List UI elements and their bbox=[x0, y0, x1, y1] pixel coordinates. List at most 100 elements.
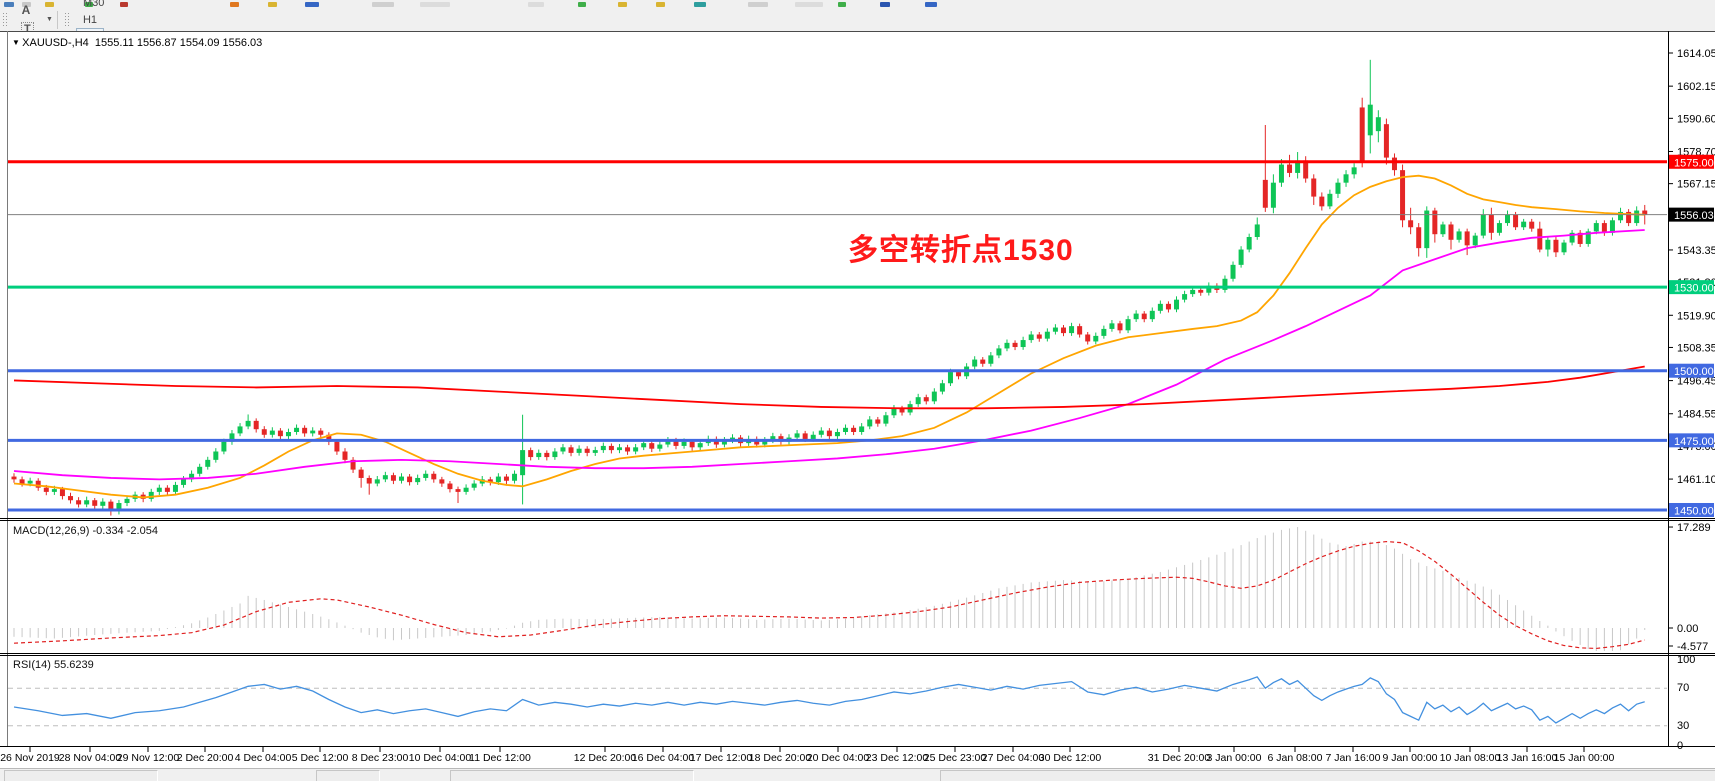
candle bbox=[1480, 209, 1486, 239]
collapse-triangle-icon[interactable]: ▼ bbox=[12, 38, 23, 47]
candle bbox=[915, 393, 921, 407]
candle bbox=[875, 416, 881, 427]
candle bbox=[253, 418, 259, 433]
candle bbox=[843, 424, 849, 435]
candle bbox=[229, 430, 235, 445]
candle bbox=[576, 445, 582, 456]
fibonacci-tool-button[interactable]: F bbox=[14, 0, 43, 1]
candle bbox=[859, 423, 865, 435]
candle bbox=[1383, 118, 1389, 165]
candle bbox=[1375, 110, 1381, 143]
toolbar-icon-fragment bbox=[45, 2, 54, 7]
candle bbox=[568, 444, 574, 457]
time-tick-label: 23 Dec 12:00 bbox=[866, 752, 929, 764]
candle bbox=[342, 448, 348, 464]
main-chart-pane[interactable] bbox=[8, 31, 1667, 517]
candle bbox=[156, 484, 162, 495]
label-tool-button[interactable]: A bbox=[14, 1, 38, 20]
candle bbox=[310, 427, 316, 437]
candle bbox=[350, 457, 356, 473]
toolbar: FAT⇘ ▼ M1M5M15M30H1H4D1W1MN bbox=[0, 0, 1715, 94]
candle bbox=[76, 497, 82, 508]
candle bbox=[1044, 328, 1050, 342]
candle bbox=[1391, 153, 1397, 176]
candle bbox=[544, 450, 550, 461]
toolbar-icon-fragment bbox=[925, 2, 937, 7]
candle bbox=[512, 470, 518, 484]
candle bbox=[851, 425, 857, 436]
candle bbox=[399, 473, 405, 484]
time-tick-label: 16 Dec 04:00 bbox=[632, 752, 695, 764]
chart-canvas[interactable]: 1614.051602.151590.601578.701567.151543.… bbox=[0, 31, 1715, 768]
candle bbox=[1464, 228, 1470, 256]
timeframe-button-M30[interactable]: M30 bbox=[76, 0, 111, 11]
candle bbox=[213, 448, 219, 463]
candle bbox=[471, 480, 477, 491]
candle bbox=[1020, 336, 1026, 350]
candle bbox=[1182, 290, 1188, 303]
timeframe-button-H1[interactable]: H1 bbox=[76, 11, 104, 28]
price-tick-label: 1508.35 bbox=[1677, 342, 1715, 354]
candle bbox=[1569, 230, 1575, 246]
candle bbox=[1109, 320, 1115, 332]
macd-pane[interactable] bbox=[8, 523, 1667, 652]
candle bbox=[867, 416, 873, 430]
macd-tick-label: -4.577 bbox=[1677, 641, 1708, 653]
candle bbox=[366, 475, 372, 495]
candle bbox=[1351, 163, 1357, 179]
candle bbox=[1359, 97, 1365, 168]
time-tick-label: 4 Dec 04:00 bbox=[235, 752, 292, 764]
candle bbox=[1432, 207, 1438, 243]
candle bbox=[1634, 206, 1640, 226]
time-tick-label: 10 Dec 04:00 bbox=[409, 752, 472, 764]
candle bbox=[996, 345, 1002, 359]
chart-annotation-text[interactable]: 多空转折点1530 bbox=[848, 234, 1074, 267]
svg-text:1450.00: 1450.00 bbox=[1674, 505, 1714, 517]
candle bbox=[834, 428, 840, 439]
price-tick-label: 1496.45 bbox=[1677, 376, 1715, 388]
price-tick-label: 1461.10 bbox=[1677, 474, 1715, 486]
candle bbox=[35, 478, 41, 491]
toolbar-grip[interactable] bbox=[2, 11, 9, 28]
candle bbox=[269, 427, 275, 438]
candle bbox=[1319, 192, 1325, 211]
candle bbox=[1165, 301, 1171, 313]
candle bbox=[1125, 315, 1131, 334]
candle bbox=[261, 426, 267, 438]
price-axis[interactable]: 1614.051602.151590.601578.701567.151543.… bbox=[1668, 48, 1715, 752]
candle bbox=[1521, 218, 1527, 231]
rsi-pane[interactable] bbox=[8, 657, 1667, 747]
candle bbox=[100, 498, 106, 509]
price-tick-label: 1484.55 bbox=[1677, 409, 1715, 421]
candle bbox=[883, 411, 889, 427]
candle bbox=[721, 437, 727, 448]
candle bbox=[1222, 275, 1228, 293]
candle bbox=[1367, 59, 1373, 154]
candle bbox=[1601, 220, 1607, 236]
candle bbox=[84, 496, 90, 508]
status-bar bbox=[0, 768, 1715, 781]
candle bbox=[633, 443, 639, 455]
candle bbox=[92, 498, 98, 510]
candle bbox=[1254, 217, 1260, 240]
ma-fast-line[interactable] bbox=[13, 174, 1645, 499]
candle bbox=[439, 476, 445, 487]
candle bbox=[1456, 228, 1462, 243]
time-tick-label: 7 Jan 16:00 bbox=[1326, 752, 1381, 764]
ma-mid-line[interactable] bbox=[13, 229, 1645, 481]
candle bbox=[608, 443, 614, 454]
candle bbox=[285, 428, 291, 439]
rsi-tick-label: 30 bbox=[1677, 720, 1689, 732]
candle bbox=[1327, 189, 1333, 210]
candle bbox=[302, 425, 308, 437]
candle bbox=[358, 467, 364, 488]
ma-slow-line[interactable] bbox=[13, 365, 1645, 410]
candle bbox=[1060, 325, 1066, 337]
toolbar-grip[interactable] bbox=[63, 11, 71, 28]
time-tick-label: 11 Dec 12:00 bbox=[469, 752, 531, 764]
candle bbox=[382, 471, 388, 483]
chevron-down-icon[interactable]: ▼ bbox=[46, 16, 53, 23]
candle bbox=[1117, 320, 1123, 334]
